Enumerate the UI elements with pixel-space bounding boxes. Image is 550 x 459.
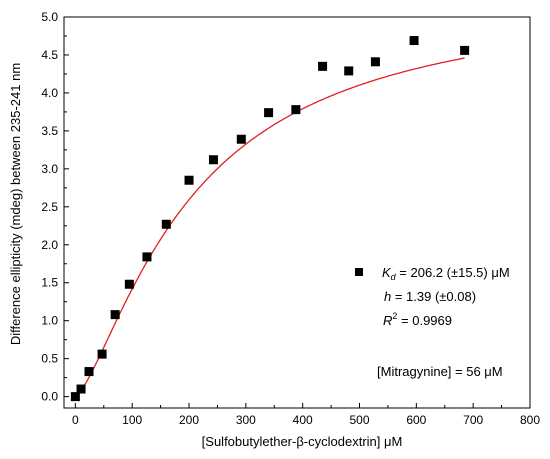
legend-marker: [355, 268, 363, 276]
y-axis-title: Difference ellipticity (mdeg) between 23…: [8, 63, 23, 345]
y-tick-label: 4.5: [41, 48, 58, 62]
y-tick-label: 2.5: [41, 200, 58, 214]
x-tick-label: 800: [520, 413, 540, 427]
data-point: [409, 36, 419, 46]
fit-layer: [75, 57, 465, 398]
legend-r2: R2 = 0.9969: [383, 311, 452, 328]
data-point: [344, 66, 354, 76]
data-point: [370, 57, 380, 67]
x-tick-label: 100: [122, 413, 142, 427]
y-tick-label: 3.0: [41, 162, 58, 176]
data-point: [291, 105, 301, 115]
y-tick-label: 2.0: [41, 238, 58, 252]
data-point: [76, 384, 86, 394]
data-point: [460, 45, 470, 55]
tick-group: 0 100 200 300 400 500 600 700 800 0.0 0.5 1.0 1.5 2.0…: [41, 10, 540, 427]
y-tick-label: 5.0: [41, 10, 58, 24]
data-point: [84, 367, 94, 377]
data-point: [124, 279, 134, 289]
x-tick-label: 0: [72, 413, 79, 427]
y-tick-label: 3.5: [41, 124, 58, 138]
x-tick-label: 500: [349, 413, 369, 427]
x-tick-label: 700: [463, 413, 483, 427]
points-layer: [70, 36, 470, 402]
data-point: [208, 155, 218, 165]
fit-curve: [75, 57, 465, 398]
legend-concentration: [Mitragynine] = 56 μM: [377, 364, 503, 379]
x-tick-label: 300: [236, 413, 256, 427]
y-tick-label: 4.0: [41, 86, 58, 100]
data-point: [161, 219, 171, 229]
data-point: [110, 310, 120, 320]
data-point: [236, 134, 246, 144]
legend-kd: Kd = 206.2 (±15.5) μM: [382, 265, 510, 282]
y-tick-label: 0.5: [41, 352, 58, 366]
x-tick-label: 400: [293, 413, 313, 427]
data-point: [97, 349, 107, 359]
x-tick-label: 600: [406, 413, 426, 427]
data-point: [142, 252, 152, 262]
x-tick-label: 200: [179, 413, 199, 427]
x-axis-title: [Sulfobutylether-β-cyclodextrin] μM: [202, 434, 403, 449]
axes: [63, 16, 531, 409]
data-point: [70, 392, 80, 402]
legend: Kd = 206.2 (±15.5) μM h = 1.39 (±0.08) R…: [355, 265, 510, 379]
data-point: [264, 108, 274, 118]
data-point: [318, 61, 328, 71]
y-tick-label: 1.5: [41, 276, 58, 290]
y-tick-label: 1.0: [41, 314, 58, 328]
y-tick-label: 0.0: [41, 390, 58, 404]
legend-h: h = 1.39 (±0.08): [384, 289, 476, 304]
plot-frame: [63, 16, 531, 409]
data-point: [184, 175, 194, 185]
